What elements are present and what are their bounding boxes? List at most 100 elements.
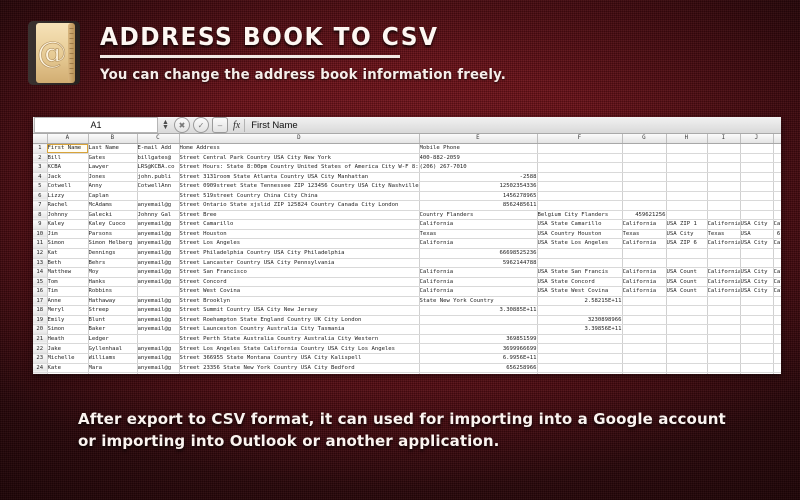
cell-J18[interactable] [740,305,774,316]
cell-D13[interactable]: Street Lancaster Country USA City Pennsy… [179,258,420,269]
row-header-25[interactable]: 25 [33,372,48,374]
cell-I7[interactable] [707,200,741,211]
cell-B22[interactable]: Gyllenhaal [88,343,138,355]
cell-G2[interactable] [622,153,667,164]
cell-H6[interactable] [666,191,708,202]
cell-I21[interactable] [707,334,741,345]
row-header-1[interactable]: 1 [33,143,48,154]
cell-H25[interactable] [666,372,708,374]
cell-G3[interactable] [622,162,667,173]
column-header-a[interactable]: A [47,134,89,144]
row-header-8[interactable]: 8 [33,210,48,221]
cell-D24[interactable]: Street 23356 State New York Country USA … [179,363,420,374]
cell-C13[interactable]: anyemail@g [137,258,180,269]
cell-B12[interactable]: Dennings [88,248,138,259]
cell-B16[interactable]: Robbins [88,286,138,297]
cell-F5[interactable] [537,181,623,192]
cell-E9[interactable]: California [419,219,538,230]
cell-B1[interactable]: Last Name [88,143,138,154]
cell-E23[interactable]: 6.9956E+11 [419,353,538,364]
cell-K8[interactable] [773,210,781,221]
table-row[interactable]: 5 Cotwell Anny CotwellAnn Street 0909street … [33,181,781,192]
cell-E24[interactable]: 656258966 [419,363,538,374]
cell-J4[interactable] [740,172,774,183]
row-header-13[interactable]: 13 [33,258,48,269]
cell-J14[interactable]: USA City [740,267,774,278]
cell-F10[interactable]: USA Country Houston [537,229,623,240]
table-row[interactable]: 18 Meryl Streep anyemail@g Street Summit Cou… [33,305,781,316]
cell-G7[interactable] [622,200,667,211]
cell-D1[interactable]: Home Address [179,143,420,154]
cell-F6[interactable] [537,191,623,202]
cell-G19[interactable] [622,315,667,326]
cell-C24[interactable]: anyemail@g [137,363,180,374]
row-header-15[interactable]: 15 [33,277,48,288]
cell-A19[interactable]: Emily [47,315,89,326]
cell-G20[interactable] [622,324,667,335]
row-header-2[interactable]: 2 [33,153,48,164]
cell-F23[interactable] [537,353,623,364]
column-header-b[interactable]: B [88,134,138,144]
column-header-g[interactable]: G [622,134,667,144]
cell-J7[interactable] [740,200,774,211]
cell-A20[interactable]: Simon [47,324,89,335]
cell-G4[interactable] [622,172,667,183]
cell-C22[interactable]: anyemail@g [137,343,180,355]
cell-E10[interactable]: Texas [419,229,538,240]
cell-B19[interactable]: Blunt [88,315,138,326]
cell-E20[interactable] [419,324,538,335]
cell-E17[interactable]: State New York Country [419,296,538,307]
accept-icon[interactable]: ✓ [193,117,209,133]
cell-F22[interactable] [537,343,623,355]
cell-E19[interactable] [419,315,538,326]
cell-A7[interactable]: Rachel [47,200,89,211]
cell-G24[interactable] [622,363,667,374]
cell-H21[interactable] [666,334,708,345]
cell-C6[interactable] [137,191,180,202]
column-header-e[interactable]: E [419,134,538,144]
cell-C9[interactable]: anyemail@g [137,219,180,230]
cell-E11[interactable]: California [419,238,538,249]
row-header-18[interactable]: 18 [33,305,48,316]
cell-F8[interactable]: Belgium City Flanders [537,210,623,221]
fx-label[interactable]: fx [233,119,241,131]
cell-G11[interactable]: California [622,238,667,249]
cell-K20[interactable] [773,324,781,335]
cell-B18[interactable]: Streep [88,305,138,316]
cell-D4[interactable]: Street 3131room State Atlanta Country US… [179,172,420,183]
cell-A21[interactable]: Heath [47,334,89,345]
table-row[interactable]: 10 Jim Parsons anyemail@g Street Houston Texa… [33,229,781,240]
cell-B7[interactable]: McAdams [88,200,138,211]
cell-E16[interactable]: California [419,286,538,297]
cell-H10[interactable]: USA City [666,229,708,240]
cell-K24[interactable] [773,363,781,374]
row-header-7[interactable]: 7 [33,200,48,211]
cell-C1[interactable]: E-mail Add [137,143,180,154]
cell-F21[interactable] [537,334,623,345]
cell-C10[interactable]: anyemail@g [137,229,180,240]
cell-D20[interactable]: Street Launceston Country Australia City… [179,324,420,335]
cell-I20[interactable] [707,324,741,335]
table-row[interactable]: 2 Bill Gates billgates@ Street Central Park … [33,153,781,164]
cell-B24[interactable]: Mara [88,363,138,374]
cell-J15[interactable]: USA City [740,277,774,288]
cell-G13[interactable] [622,258,667,269]
cell-K16[interactable]: California [773,286,781,297]
table-row[interactable]: 8 Johnny Galecki Johnny Gal Street Bree Count… [33,210,781,221]
cell-C17[interactable]: anyemail@g [137,296,180,307]
cell-D25[interactable]: Street 366525 State New York Country USA… [179,372,420,374]
cell-B4[interactable]: Jones [88,172,138,183]
cell-I2[interactable] [707,153,741,164]
cell-F11[interactable]: USA State Los Angeles [537,238,623,249]
cell-C16[interactable] [137,286,180,297]
cell-B5[interactable]: Anny [88,181,138,192]
column-header-k[interactable]: K [773,134,781,144]
cell-K2[interactable] [773,153,781,164]
cell-B15[interactable]: Hanks [88,277,138,288]
cell-F18[interactable] [537,305,623,316]
column-header-f[interactable]: F [537,134,623,144]
cell-J20[interactable] [740,324,774,335]
row-header-17[interactable]: 17 [33,296,48,307]
cell-I3[interactable] [707,162,741,173]
